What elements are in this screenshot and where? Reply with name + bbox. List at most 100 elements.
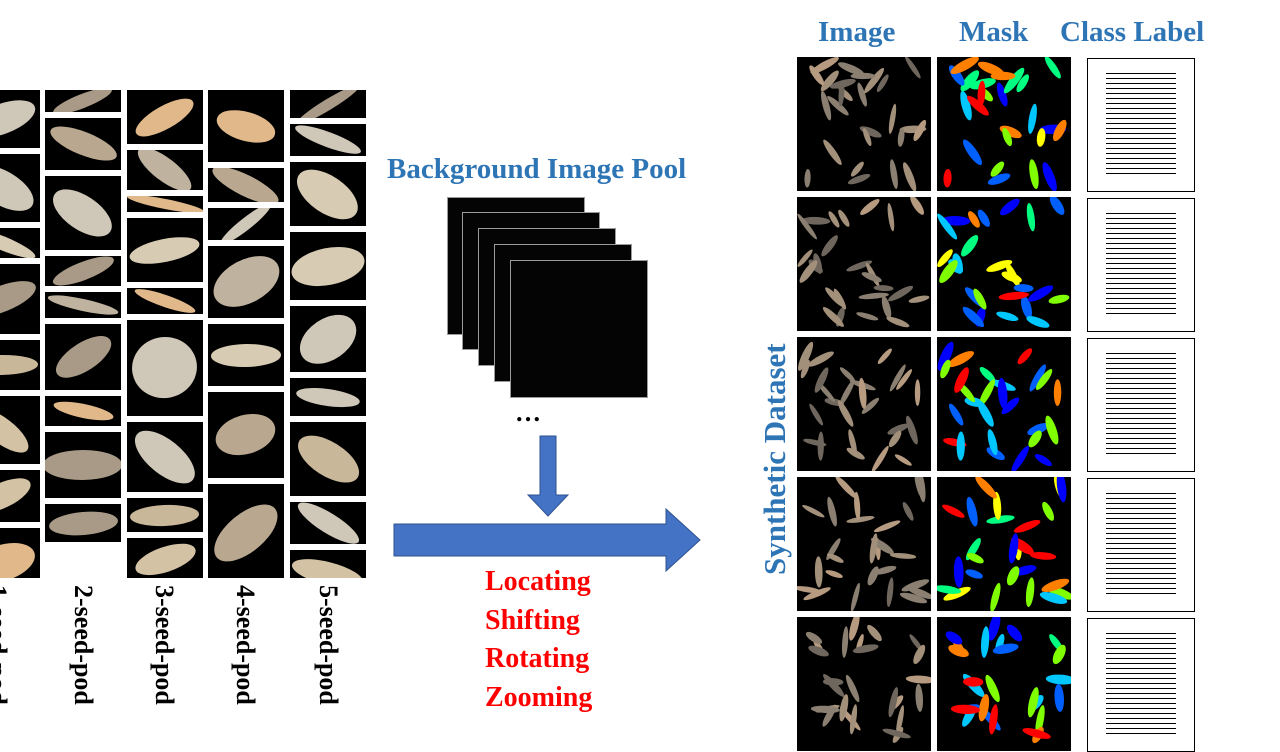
pod-instance xyxy=(814,556,823,588)
seed-pod-shape xyxy=(292,124,364,156)
pod-instance xyxy=(810,57,839,74)
pod-thumbnail xyxy=(45,396,121,426)
seed-pod-shape xyxy=(294,90,362,118)
synthetic-image-tile xyxy=(797,197,931,331)
pod-column-1 xyxy=(0,90,40,578)
mask-instance xyxy=(1001,271,1022,283)
seed-pod-shape xyxy=(0,92,40,146)
down-arrow xyxy=(526,435,570,517)
pod-instance xyxy=(800,359,810,379)
seed-pod-shape xyxy=(131,150,198,190)
mask-instance xyxy=(1029,552,1057,560)
mask-instance xyxy=(1021,296,1033,319)
pod-instance xyxy=(804,168,811,188)
operation-rotating: Rotating xyxy=(485,643,590,674)
mask-instance xyxy=(1027,423,1049,436)
mask-instance xyxy=(960,90,972,121)
operation-shifting: Shifting xyxy=(485,604,580,636)
pod-thumbnail xyxy=(127,422,203,492)
pod-instance xyxy=(854,491,861,520)
mask-instance xyxy=(1048,294,1070,304)
pod-instance xyxy=(802,504,825,518)
synthetic-image-tile xyxy=(797,57,931,191)
mask-instance xyxy=(1052,644,1066,665)
mask-instance xyxy=(1006,624,1023,642)
pod-thumbnail xyxy=(208,168,284,202)
mask-instance xyxy=(1034,453,1052,467)
seed-pod-shape xyxy=(208,168,284,202)
mask-instance xyxy=(996,82,1008,107)
mask-instance xyxy=(943,168,952,188)
mask-instance xyxy=(949,403,964,426)
pod-instance xyxy=(886,577,894,608)
class-label-file xyxy=(1087,618,1195,752)
pod-instance xyxy=(826,553,844,563)
pod-thumbnail xyxy=(0,154,40,222)
pod-thumbnail xyxy=(208,90,284,162)
mask-instance xyxy=(979,367,996,383)
pod-instance xyxy=(905,675,931,684)
more-ellipsis: … xyxy=(515,398,541,427)
seed-pod-shape xyxy=(217,208,275,240)
seed-pod-shape xyxy=(0,354,39,376)
mask-instance xyxy=(1026,316,1050,328)
mask-instance xyxy=(1027,687,1039,718)
pod-instance xyxy=(871,445,889,471)
pod-thumbnail xyxy=(45,504,121,542)
header-mask: Mask xyxy=(959,16,1029,48)
mask-instance xyxy=(950,704,980,715)
seed-pod-shape xyxy=(45,180,121,246)
operation-locating: Locating xyxy=(485,566,591,597)
mask-instance xyxy=(948,644,969,658)
header-class-label: Class Label xyxy=(1060,16,1205,48)
pod-thumbnail xyxy=(290,90,366,118)
seed-pod-shape xyxy=(127,196,203,212)
mask-instance xyxy=(1016,74,1030,93)
pod-column-5 xyxy=(290,90,366,578)
pod-instance xyxy=(845,674,860,703)
pod-thumbnail xyxy=(45,176,121,250)
mask-instance xyxy=(1011,445,1029,471)
seed-pod-shape xyxy=(290,552,366,578)
mask-instance xyxy=(1017,348,1033,365)
mask-instance xyxy=(960,70,980,92)
mask-instance xyxy=(950,57,979,75)
pod-instance xyxy=(849,617,860,641)
pod-thumbnail xyxy=(45,432,121,498)
mask-instance xyxy=(1045,674,1071,685)
mask-instance xyxy=(977,400,994,427)
mask-instance xyxy=(1054,683,1064,712)
label-text-lines xyxy=(1106,213,1176,317)
pod-thumbnail xyxy=(208,484,284,578)
mask-tile xyxy=(937,617,1071,751)
mask-instance xyxy=(1013,284,1034,293)
pod-instance xyxy=(867,624,882,642)
mask-instance xyxy=(966,552,984,564)
mask-instance xyxy=(945,631,963,645)
pod-instance xyxy=(858,377,867,409)
pod-thumbnail xyxy=(208,208,284,240)
seed-pod-shape xyxy=(130,91,199,143)
pod-instance xyxy=(907,587,931,600)
pod-instance xyxy=(876,74,889,92)
pod-thumbnail xyxy=(127,218,203,282)
pod-instance xyxy=(798,341,814,371)
mask-instance xyxy=(990,161,1005,177)
pod-thumbnail xyxy=(290,162,366,226)
seed-pod-shape xyxy=(131,538,199,578)
class-label-file xyxy=(1087,198,1195,332)
mask-instance xyxy=(1002,127,1013,147)
mask-instance xyxy=(1028,430,1042,448)
label-text-lines xyxy=(1106,493,1176,597)
mask-instance xyxy=(1028,285,1054,302)
seed-pod-shape xyxy=(208,493,284,572)
mask-instance xyxy=(937,341,954,371)
pod-instance xyxy=(887,423,909,435)
pod-thumbnail xyxy=(127,196,203,212)
mask-instance xyxy=(1049,197,1065,215)
pod-instance xyxy=(822,678,844,686)
pod-column-label-3: 3-seed-pod xyxy=(150,585,179,705)
mask-instance xyxy=(1029,364,1046,392)
pod-thumbnail xyxy=(290,378,366,416)
class-label-file xyxy=(1087,338,1195,472)
